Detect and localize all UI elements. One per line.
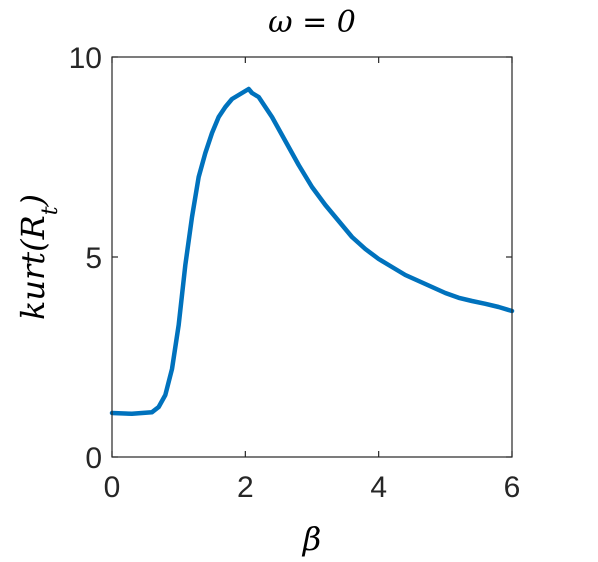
axes-frame [111,56,513,458]
chart-title: ω = 0 [268,5,356,40]
y-tick-label: 10 [69,42,102,75]
x-tick-label: 4 [370,471,387,504]
x-axis-label: β [302,520,322,558]
x-tick-label: 0 [104,471,121,504]
y-axis: 0 5 10 [69,42,512,475]
x-tick-label: 2 [237,471,254,504]
y-tick-label: 5 [85,242,102,275]
plot-area [109,86,515,417]
y-tick-label: 0 [85,442,102,475]
x-tick-label: 6 [504,471,521,504]
x-axis: 0 2 4 6 [104,57,521,504]
series-line-0 [109,86,515,417]
y-axis-label: kurt(Rt) [14,194,63,320]
